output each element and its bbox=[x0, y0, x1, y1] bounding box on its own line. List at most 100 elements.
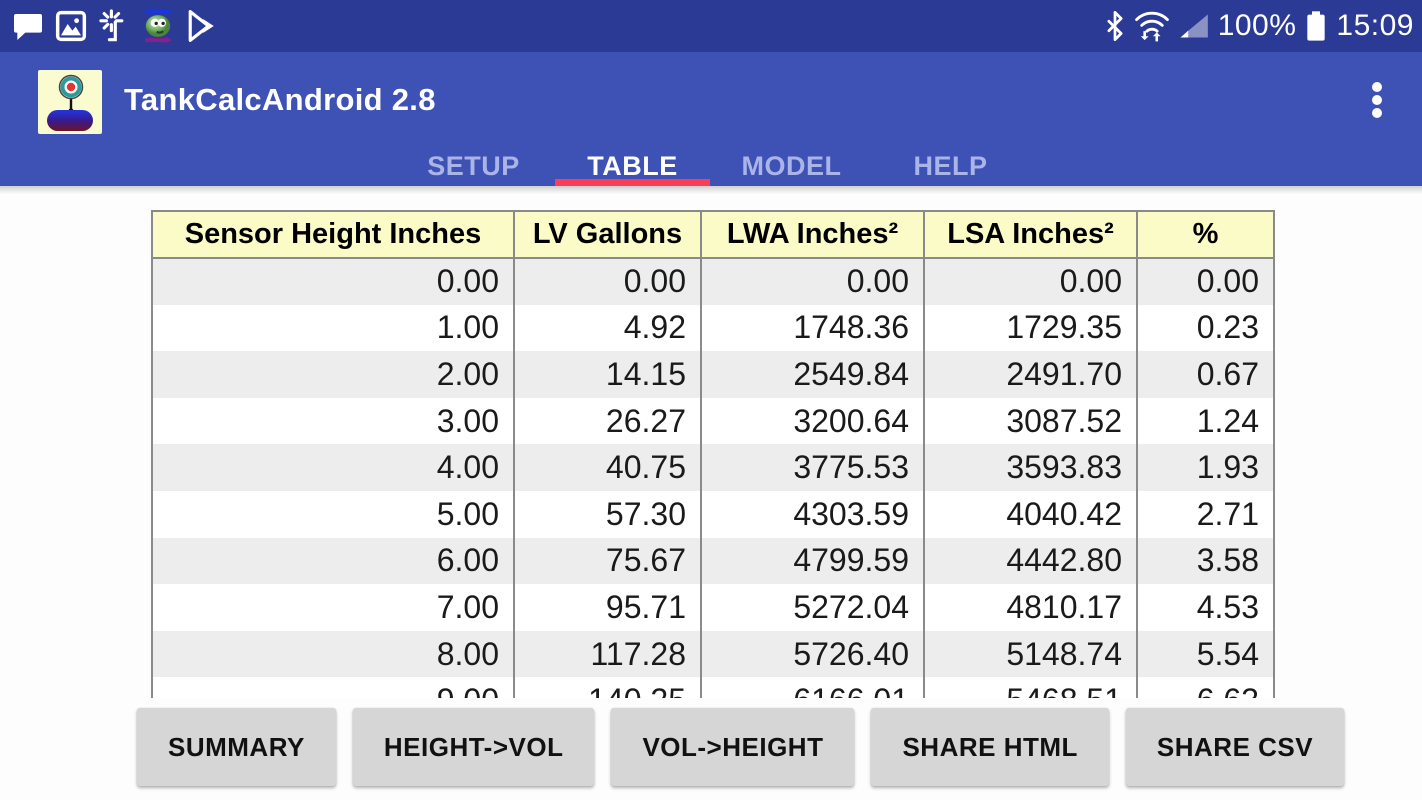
cell-lv-gallons: 26.27 bbox=[513, 397, 701, 445]
cell-percent: 6.63 bbox=[1136, 677, 1274, 698]
cell-lwa: 5272.04 bbox=[700, 584, 924, 631]
table-row: 5.00 57.30 4303.59 4040.42 2.71 bbox=[152, 490, 1274, 538]
tab-model[interactable]: MODEL bbox=[741, 151, 842, 181]
cell-lv-gallons: 0.00 bbox=[513, 258, 701, 305]
cell-percent: 2.71 bbox=[1136, 490, 1274, 538]
action-button[interactable]: HEIGHT->VOL bbox=[352, 708, 595, 786]
cell-percent: 1.24 bbox=[1136, 397, 1274, 445]
cell-lv-gallons: 57.30 bbox=[513, 490, 701, 538]
status-clock: 15:09 bbox=[1336, 9, 1414, 42]
column-header: % bbox=[1136, 211, 1274, 259]
cell-sensor-height: 7.00 bbox=[436, 588, 499, 625]
table-header-row: Sensor Height Inches LV Gallons LWA Inches… bbox=[151, 211, 1274, 259]
cell-lv-gallons: 4.92 bbox=[513, 304, 701, 352]
action-button[interactable]: SHARE HTML bbox=[871, 708, 1109, 786]
overflow-menu-icon[interactable] bbox=[1366, 74, 1388, 126]
input-notification-icon bbox=[98, 9, 130, 43]
cell-sensor-height: 0.00 bbox=[152, 258, 514, 305]
column-header: Sensor Height Inches bbox=[151, 211, 514, 259]
cell-percent: 4.53 bbox=[1136, 584, 1274, 631]
bluetooth-icon bbox=[1105, 11, 1125, 41]
cell-lsa: 1729.35 bbox=[923, 304, 1137, 352]
cell-sensor-height: 9.00 bbox=[152, 677, 514, 698]
cell-lv-gallons: 40.75 bbox=[513, 444, 701, 491]
cell-lv-gallons: 14.15 bbox=[513, 351, 701, 398]
table-row: 6.00 75.67 4799.59 4442.80 3.58 bbox=[152, 537, 1274, 585]
cell-lwa: 5726.40 bbox=[700, 630, 924, 678]
cell-percent: 0.23 bbox=[1136, 304, 1274, 352]
action-button-bar: SUMMARY HEIGHT->VOL VOL->HEIGHT SHARE HTML S… bbox=[137, 708, 1345, 786]
cell-lv-gallons: 140.25 bbox=[513, 677, 701, 698]
table-row: 3.00 26.27 3200.64 3087.52 1.24 bbox=[152, 397, 1274, 445]
chat-notification-icon bbox=[12, 10, 44, 42]
cell-percent: 3.58 bbox=[1136, 537, 1274, 585]
battery-icon bbox=[1305, 10, 1327, 42]
content-area: Sensor Height Inches LV Gallons LWA Inches… bbox=[0, 186, 1422, 800]
cell-lsa: 4040.42 bbox=[923, 490, 1137, 538]
table-row: 8.00 117.28 5726.40 5148.74 5.54 bbox=[152, 630, 1274, 678]
cell-lwa: 3775.53 bbox=[700, 444, 924, 491]
transfer-app-notification-icon bbox=[141, 8, 175, 44]
column-header: LWA Inches² bbox=[700, 211, 924, 259]
table-row: 4.00 40.75 3775.53 3593.83 1.93 bbox=[152, 444, 1274, 491]
cell-lsa: 0.00 bbox=[923, 258, 1137, 305]
notification-icons bbox=[12, 8, 218, 44]
cell-lwa: 1748.36 bbox=[700, 304, 924, 352]
cell-percent: 5.54 bbox=[1136, 630, 1274, 678]
system-status-icons: 100% 15:09 bbox=[1105, 9, 1414, 43]
table-body: 0.00 0.00 0.00 0.00 0.00 1.00 4.92 1748.… bbox=[152, 258, 1274, 698]
cell-lwa: 0.00 bbox=[700, 258, 924, 305]
cell-lsa: 5468.51 bbox=[923, 677, 1137, 698]
cell-lsa: 5148.74 bbox=[923, 630, 1137, 678]
cell-percent: 0.00 bbox=[1136, 258, 1274, 305]
tank-table: Sensor Height Inches LV Gallons LWA Inches… bbox=[151, 210, 1275, 698]
cell-lwa: 6166.01 bbox=[700, 677, 924, 698]
cell-sensor-height: 4.00 bbox=[152, 444, 514, 491]
cell-lv-gallons: 95.71 bbox=[513, 584, 701, 631]
play-store-notification-icon bbox=[186, 9, 218, 43]
tab-table[interactable]: TABLE bbox=[553, 147, 712, 186]
cell-sensor-height: 3.00 bbox=[436, 402, 499, 439]
cell-percent: 1.93 bbox=[1136, 444, 1274, 491]
cell-lv-gallons: 75.67 bbox=[513, 537, 701, 585]
tabs: SETUP TABLE MODEL HELP bbox=[394, 147, 1030, 186]
table-row: 9.00 140.25 6166.01 5468.51 6.63 bbox=[152, 677, 1274, 698]
action-button[interactable]: SHARE CSV bbox=[1125, 708, 1345, 786]
tab-setup[interactable]: SETUP bbox=[427, 151, 520, 181]
cell-lv-gallons: 117.28 bbox=[513, 630, 701, 678]
cell-lsa: 3593.83 bbox=[923, 444, 1137, 491]
wifi-icon bbox=[1134, 10, 1170, 42]
table-row: 7.00 95.71 5272.04 4810.17 4.53 bbox=[152, 584, 1274, 631]
cell-lwa: 4303.59 bbox=[700, 490, 924, 538]
cell-sensor-height: 5.00 bbox=[436, 495, 499, 532]
cell-lwa: 2549.84 bbox=[700, 351, 924, 398]
cell-sensor-height: 2.00 bbox=[152, 351, 514, 398]
cell-lwa: 4799.59 bbox=[700, 537, 924, 585]
cell-lsa: 4810.17 bbox=[923, 584, 1137, 631]
gallery-notification-icon bbox=[55, 10, 87, 42]
column-header: LSA Inches² bbox=[923, 211, 1137, 259]
cell-lwa: 3200.64 bbox=[700, 397, 924, 445]
tab-help[interactable]: HELP bbox=[913, 151, 988, 181]
table-row: 0.00 0.00 0.00 0.00 0.00 bbox=[152, 258, 1274, 305]
cell-signal-icon bbox=[1179, 13, 1209, 39]
column-header: LV Gallons bbox=[513, 211, 701, 259]
tab-strip: SETUP TABLE MODEL HELP bbox=[0, 147, 1422, 186]
cell-percent: 0.67 bbox=[1136, 351, 1274, 398]
cell-lsa: 4442.80 bbox=[923, 537, 1137, 585]
cell-lsa: 3087.52 bbox=[923, 397, 1137, 445]
app-title: TankCalcAndroid 2.8 bbox=[124, 81, 436, 117]
action-button[interactable]: SUMMARY bbox=[137, 708, 336, 786]
battery-percent: 100% bbox=[1217, 9, 1297, 42]
cell-sensor-height: 6.00 bbox=[152, 537, 514, 585]
cell-sensor-height: 1.00 bbox=[436, 309, 499, 346]
tank-calc-app-icon bbox=[38, 70, 102, 134]
table-row: 2.00 14.15 2549.84 2491.70 0.67 bbox=[152, 351, 1274, 398]
app-bar: TankCalcAndroid 2.8 bbox=[0, 52, 1422, 147]
table-row: 1.00 4.92 1748.36 1729.35 0.23 bbox=[152, 304, 1274, 352]
action-button[interactable]: VOL->HEIGHT bbox=[611, 708, 855, 786]
cell-lsa: 2491.70 bbox=[923, 351, 1137, 398]
cell-sensor-height: 8.00 bbox=[152, 630, 514, 678]
tank-table-scroll[interactable]: Sensor Height Inches LV Gallons LWA Inches… bbox=[151, 210, 1275, 698]
status-bar: 100% 15:09 bbox=[0, 0, 1422, 52]
